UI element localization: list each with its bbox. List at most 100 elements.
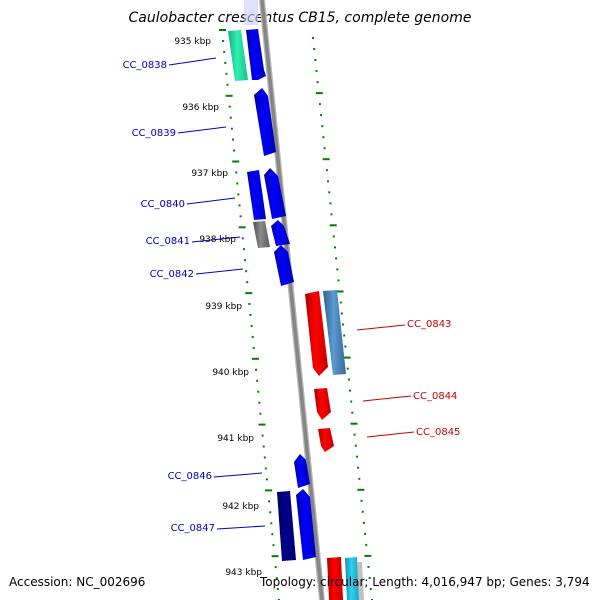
ruler-tick: [315, 70, 318, 73]
gene-label-cc0839[interactable]: CC_0839: [132, 128, 176, 139]
gene-label-cc0847[interactable]: CC_0847: [171, 523, 215, 534]
ruler-tick: [344, 345, 347, 348]
ruler-tick: [351, 411, 354, 414]
ruler-tick: [337, 279, 340, 282]
gene-label-cc0845[interactable]: CC_0845: [416, 427, 460, 438]
ruler-tick: [229, 116, 232, 119]
ruler-tick: [269, 511, 272, 514]
ruler-tick: [364, 554, 372, 557]
connector-cc0842: [195, 268, 244, 275]
ruler-tick: [232, 160, 240, 163]
ruler-tick: [349, 389, 351, 392]
ruler-tick: [354, 444, 357, 447]
ruler-tick: [325, 169, 328, 172]
ruler-tick: [329, 224, 337, 227]
ruler-tick: [362, 521, 365, 524]
ruler-tick: [256, 379, 259, 382]
ruler-tick: [223, 50, 226, 53]
gene-arrow-cc0842: [274, 245, 294, 286]
ruler-tick: [365, 543, 368, 546]
map-title: Caulobacter crescentus CB15, complete ge…: [128, 10, 472, 26]
ruler-tick: [332, 235, 335, 238]
ruler-tick: [353, 433, 356, 436]
ruler-tick: [238, 226, 246, 229]
ruler-tick: [367, 565, 370, 568]
ruler-tick: [261, 434, 264, 437]
ruler-tick: [245, 270, 248, 273]
ruler-tick: [246, 281, 249, 284]
gene-arrow-cc0840b: [264, 168, 286, 219]
connector-cc0838: [168, 57, 217, 66]
connector-cc0840: [186, 197, 236, 205]
gene-label-cc0843[interactable]: CC_0843: [407, 319, 451, 330]
genome-summary-text: Topology: circular; Length: 4,016,947 bp…: [260, 575, 590, 589]
ruler-tick: [259, 412, 262, 415]
gene-arrow-partial-cyan: [345, 557, 359, 600]
ruler-tick: [346, 367, 349, 370]
ruler-tick: [350, 422, 358, 425]
gene-arrow-cc0841: [271, 220, 290, 246]
ruler-tick: [271, 533, 274, 536]
ruler-tick: [322, 158, 330, 161]
ruler-tick: [251, 335, 254, 338]
ruler-tick: [245, 292, 253, 295]
ruler-tick: [343, 356, 351, 359]
ruler-tick: [222, 40, 225, 42]
gene-label-cc0846[interactable]: CC_0846: [168, 471, 212, 482]
ruler-tick: [321, 125, 324, 128]
ruler-tick: [335, 257, 338, 260]
gene-arrow-cc0846: [294, 454, 310, 488]
gene-arrow-cc0847a: [277, 491, 296, 561]
ruler-tick: [316, 81, 319, 84]
ruler-tick: [314, 59, 317, 61]
ruler-tick: [263, 456, 266, 459]
gene-arrow-partial-gray: [357, 562, 364, 600]
ruler-tick: [276, 588, 279, 590]
ruler-tick: [252, 346, 255, 349]
gene-arrow-cc0844: [314, 388, 331, 420]
ruler-tick: [224, 61, 227, 64]
ruler-tick: [320, 114, 323, 117]
ruler-tick: [350, 400, 353, 403]
gene-label-cc0844[interactable]: CC_0844: [413, 391, 457, 402]
ruler-tick: [360, 499, 363, 502]
gene-arrow-cc0840a: [247, 170, 266, 220]
kbp-label-937: 937 kbp: [191, 169, 228, 179]
ruler-tick: [272, 544, 275, 547]
gene-label-cc0840[interactable]: CC_0840: [141, 199, 185, 210]
ruler-tick: [238, 204, 241, 207]
gene-arrow-teal: [228, 30, 248, 81]
ruler-tick: [327, 180, 329, 183]
ruler-tick: [265, 489, 272, 492]
kbp-label-939: 939 kbp: [205, 302, 242, 312]
ruler-tick: [275, 577, 278, 580]
gene-arrow-cc0845: [318, 428, 334, 452]
gene-label-cc0838[interactable]: CC_0838: [123, 60, 167, 71]
gene-label-cc0841[interactable]: CC_0841: [146, 236, 190, 247]
ruler-tick: [233, 149, 236, 152]
gene-arrow-cc0839: [254, 88, 276, 156]
ruler-tick: [248, 303, 251, 305]
connector-cc0841: [191, 236, 241, 243]
ruler-tick: [237, 193, 240, 196]
ruler-tick: [361, 510, 364, 513]
connector-cc0843: [356, 324, 406, 331]
kbp-label-935: 935 kbp: [174, 37, 211, 47]
ruler-tick: [226, 83, 229, 86]
ruler-tick: [336, 290, 344, 293]
ruler-tick: [323, 147, 326, 150]
kbp-ruler-right: [312, 37, 373, 600]
ruler-tick: [330, 213, 333, 216]
ruler-tick: [225, 94, 233, 97]
ruler-tick: [356, 455, 358, 458]
ruler-tick: [255, 368, 257, 371]
ruler-tick: [258, 401, 261, 404]
kbp-label-941: 941 kbp: [217, 434, 254, 444]
ruler-tick: [228, 105, 231, 108]
gene-arrow-partial-red: [327, 557, 343, 600]
gene-label-cc0842[interactable]: CC_0842: [150, 269, 194, 280]
kbp-label-940: 940 kbp: [212, 368, 249, 378]
ruler-tick: [225, 72, 228, 75]
ruler-tick: [265, 478, 268, 481]
